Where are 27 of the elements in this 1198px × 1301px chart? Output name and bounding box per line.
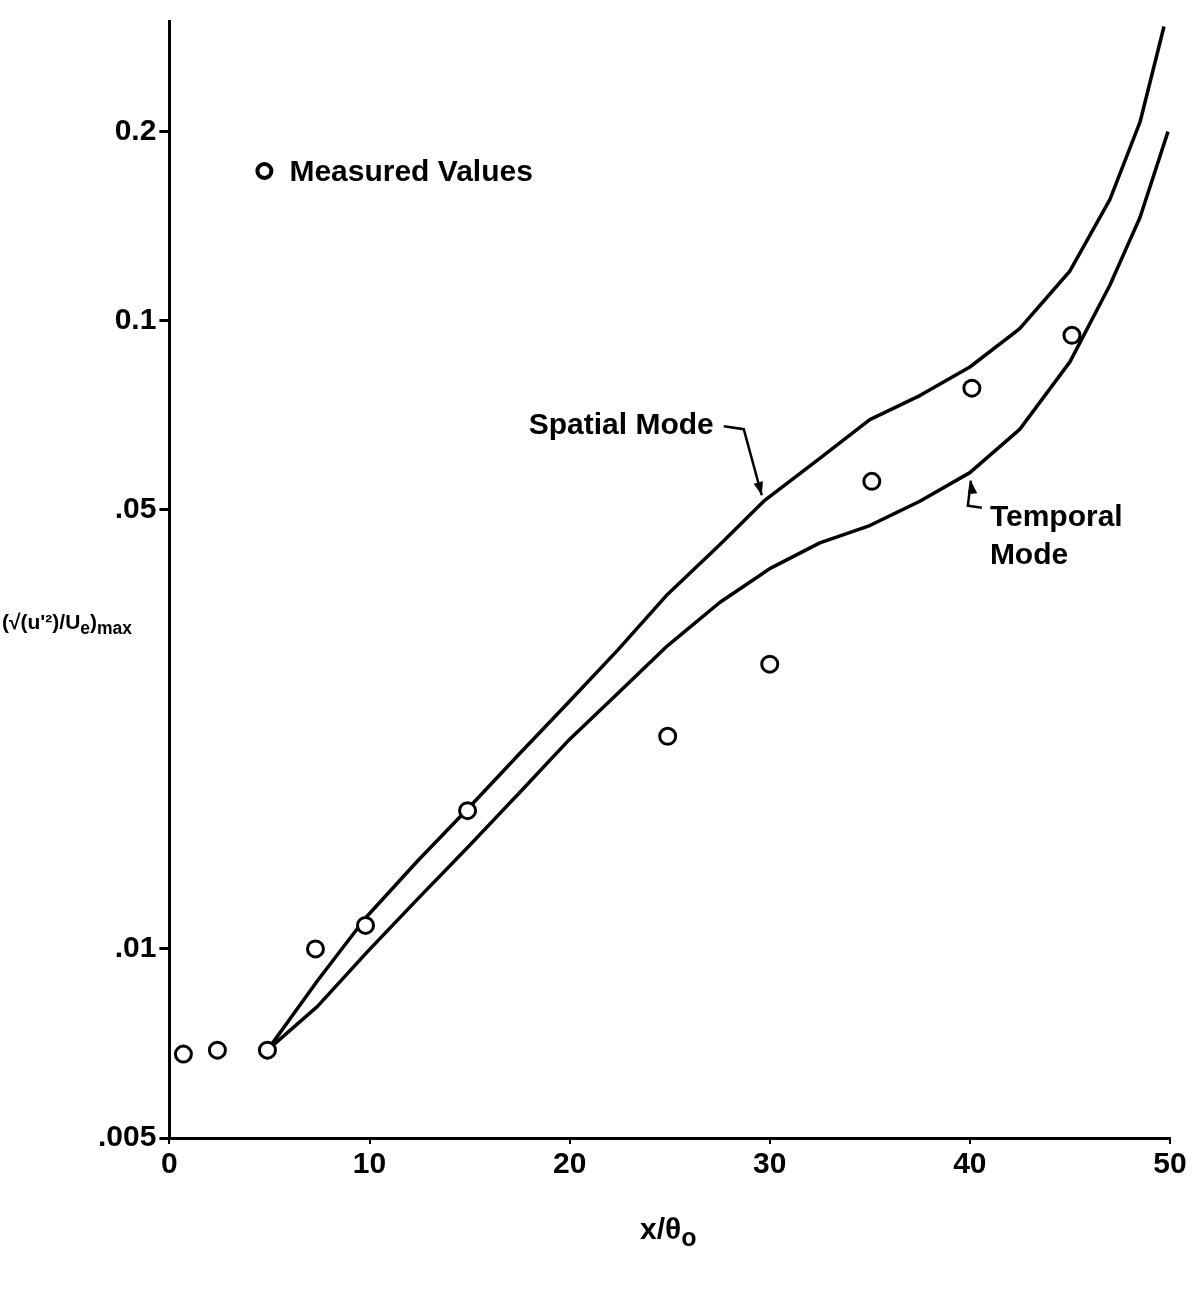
y-tick-label: 0.1 bbox=[114, 301, 157, 335]
x-axis-title: x/θ$_{o}$ bbox=[640, 1212, 697, 1252]
y-axis-title: (√(u'²)/U$_{e}$)$_{max}$ bbox=[2, 610, 133, 640]
y-tick-label: 0.2 bbox=[114, 112, 157, 146]
x-tick-label: 50 bbox=[1153, 1146, 1187, 1180]
x-tick-label: 40 bbox=[953, 1146, 987, 1180]
y-tick-label: .005 bbox=[98, 1119, 157, 1153]
point bbox=[305, 939, 325, 959]
legend-label: Measured Values bbox=[289, 154, 533, 188]
point bbox=[760, 654, 780, 674]
point bbox=[862, 471, 882, 491]
point bbox=[173, 1044, 193, 1064]
y-tick-label: .05 bbox=[114, 491, 157, 525]
x-tick-label: 20 bbox=[552, 1146, 587, 1180]
text: Spatial Mode bbox=[528, 407, 714, 441]
series-label: Temporal Mode bbox=[989, 498, 1123, 570]
point bbox=[356, 915, 376, 935]
y-tick-label: .01 bbox=[114, 930, 157, 964]
x-tick-label: 10 bbox=[352, 1146, 387, 1180]
point bbox=[658, 726, 678, 746]
point bbox=[458, 801, 478, 821]
x-tick-label: 0 bbox=[161, 1146, 178, 1180]
point bbox=[962, 378, 982, 398]
point bbox=[1062, 325, 1082, 345]
x-tick-label: 30 bbox=[753, 1146, 787, 1180]
point bbox=[207, 1040, 227, 1060]
point bbox=[257, 1040, 277, 1060]
